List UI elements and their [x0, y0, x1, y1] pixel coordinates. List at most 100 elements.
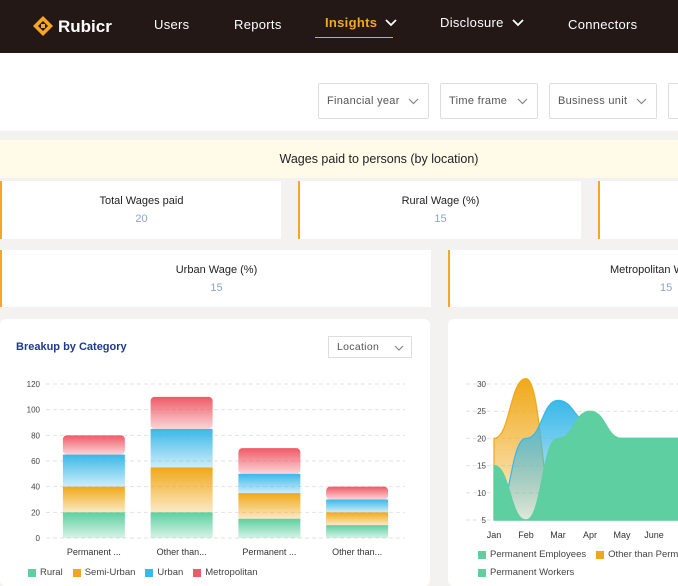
nav-reports[interactable]: Reports	[234, 17, 282, 32]
bar-segment-rural[interactable]	[150, 512, 213, 538]
chevron-down-icon	[408, 98, 419, 105]
top-nav-bar: Rubicr Users Reports Insights Disclosure…	[0, 0, 678, 53]
brand-name: Rubicr	[58, 17, 112, 36]
location-select[interactable]: Location	[328, 336, 412, 358]
kpi-urban-wage: Urban Wage (%) 15	[0, 250, 431, 307]
bar-segment-metropolitan[interactable]	[238, 448, 301, 474]
active-nav-underline	[315, 37, 393, 38]
nav-reports-label: Reports	[234, 17, 282, 32]
trend-chart-card: 5 10 15 20 25 30 Jan Feb Mar Apr May June Permanent…	[448, 319, 678, 586]
kpi-value: 15	[660, 282, 673, 294]
legend-item-permanent-employees: Permanent Employees	[478, 549, 586, 560]
bar-segment-urban[interactable]	[238, 473, 301, 494]
kpi-value: 15	[210, 282, 223, 294]
y-tick-label: 60	[31, 457, 40, 466]
y-tick-label: 5	[482, 516, 487, 525]
x-tick-label: Permanent ...	[242, 547, 296, 557]
bar-segment-urban[interactable]	[62, 454, 125, 487]
legend-label: Permanent Employees	[490, 549, 587, 560]
legend-swatch	[28, 568, 36, 577]
bar-segment-semi-urban[interactable]	[238, 493, 301, 519]
chevron-down-icon	[512, 18, 524, 26]
time-frame-label: Time frame	[449, 95, 508, 107]
kpi-title: Total Wages paid	[99, 195, 184, 207]
financial-year-select[interactable]: Financial year	[318, 83, 429, 119]
legend-label: Semi-Urban	[84, 567, 136, 578]
bar-segment-urban[interactable]	[326, 499, 389, 513]
y-tick-label: 80	[31, 431, 40, 440]
legend-label: Urban	[157, 567, 184, 578]
rubicr-logo-icon	[33, 16, 53, 36]
legend-swatch	[145, 568, 154, 577]
breakup-chart-card: Breakup by Category Location 0 20 40 60 80 10…	[0, 319, 430, 586]
x-tick-label: Apr	[583, 530, 597, 540]
x-tick-label: June	[644, 530, 664, 540]
legend-label: Rural	[40, 567, 63, 578]
y-tick-label: 20	[477, 434, 486, 443]
nav-users-label: Users	[154, 17, 190, 32]
chevron-down-icon	[385, 18, 397, 26]
legend-label: Other than Permane	[608, 549, 678, 560]
area-chart-legend-row-1: Permanent Employees Other than Permane	[478, 549, 678, 560]
business-unit-select[interactable]: Business unit	[549, 83, 657, 119]
bar-segment-metropolitan[interactable]	[150, 396, 213, 429]
nav-connectors-label: Connectors	[568, 17, 638, 32]
x-tick-label: Other than...	[157, 547, 207, 557]
business-unit-label: Business unit	[558, 95, 628, 107]
bar-segment-semi-urban[interactable]	[326, 512, 389, 526]
y-tick-label: 120	[27, 380, 41, 389]
legend-item-metropolitan: Metropolitan	[193, 567, 258, 578]
y-tick-label: 20	[31, 508, 40, 517]
x-tick-label: Jan	[487, 530, 502, 540]
y-tick-label: 0	[36, 534, 41, 543]
legend-item-semi-urban: Semi-Urban	[72, 567, 136, 578]
y-tick-label: 30	[477, 380, 486, 389]
legend-item-rural: Rural	[28, 567, 63, 578]
nav-connectors[interactable]: Connectors	[568, 17, 637, 32]
nav-insights-label: Insights	[325, 15, 378, 30]
legend-swatch	[478, 568, 486, 577]
y-tick-label: 100	[27, 406, 41, 415]
legend-item-other-than-permanent: Other than Permane	[596, 549, 678, 560]
area-chart-legend-row-2: Permanent Workers	[478, 567, 574, 578]
chevron-down-icon	[636, 98, 647, 105]
bar-segment-semi-urban[interactable]	[150, 467, 213, 513]
nav-users[interactable]: Users	[154, 17, 189, 32]
x-tick-label: Permanent ...	[67, 547, 121, 557]
trend-area-chart: 5 10 15 20 25 30 Jan Feb Mar Apr May June	[466, 377, 678, 540]
bar-segment-semi-urban[interactable]	[62, 486, 125, 513]
legend-item-permanent-workers: Permanent Workers	[478, 567, 574, 578]
kpi-value: 15	[434, 213, 447, 225]
kpi-metropolitan-wage: Metropolitan W 15	[448, 250, 678, 307]
kpi-title: Rural Wage (%)	[401, 195, 480, 207]
kpi-title: Metropolitan W	[610, 264, 678, 276]
legend-label: Permanent Workers	[490, 567, 575, 578]
location-select-label: Location	[337, 341, 380, 353]
legend-label: Metropolitan	[205, 567, 258, 578]
section-title: Wages paid to persons (by location)	[279, 152, 479, 166]
bar-segment-rural[interactable]	[238, 518, 301, 538]
y-tick-label: 10	[477, 489, 486, 498]
bar-chart-legend: Rural Semi-Urban Urban Metropolitan	[28, 567, 258, 578]
section-header: Wages paid to persons (by location)	[0, 140, 678, 178]
y-tick-label: 15	[477, 462, 486, 471]
time-frame-select[interactable]: Time frame	[440, 83, 538, 119]
bar-segment-rural[interactable]	[62, 512, 125, 538]
nav-disclosure[interactable]: Disclosure	[440, 15, 524, 30]
x-tick-label: Other than...	[332, 547, 382, 557]
bar-segment-metropolitan[interactable]	[62, 435, 125, 455]
y-tick-label: 40	[31, 483, 40, 492]
more-filter-select[interactable]	[668, 83, 678, 119]
breakup-chart-title: Breakup by Category	[16, 341, 127, 353]
bar-segment-metropolitan[interactable]	[326, 486, 389, 500]
nav-insights[interactable]: Insights	[325, 15, 397, 30]
kpi-rural-wage: Rural Wage (%) 15	[298, 181, 581, 239]
bar-segment-rural[interactable]	[326, 525, 389, 538]
legend-item-urban: Urban	[145, 567, 183, 578]
x-tick-label: Mar	[550, 530, 566, 540]
chevron-down-icon	[517, 98, 528, 105]
kpi-title: Urban Wage (%)	[175, 264, 258, 276]
bar-segment-urban[interactable]	[150, 428, 213, 468]
area-permanent-employees[interactable]	[493, 410, 678, 521]
y-tick-label: 25	[477, 407, 486, 416]
